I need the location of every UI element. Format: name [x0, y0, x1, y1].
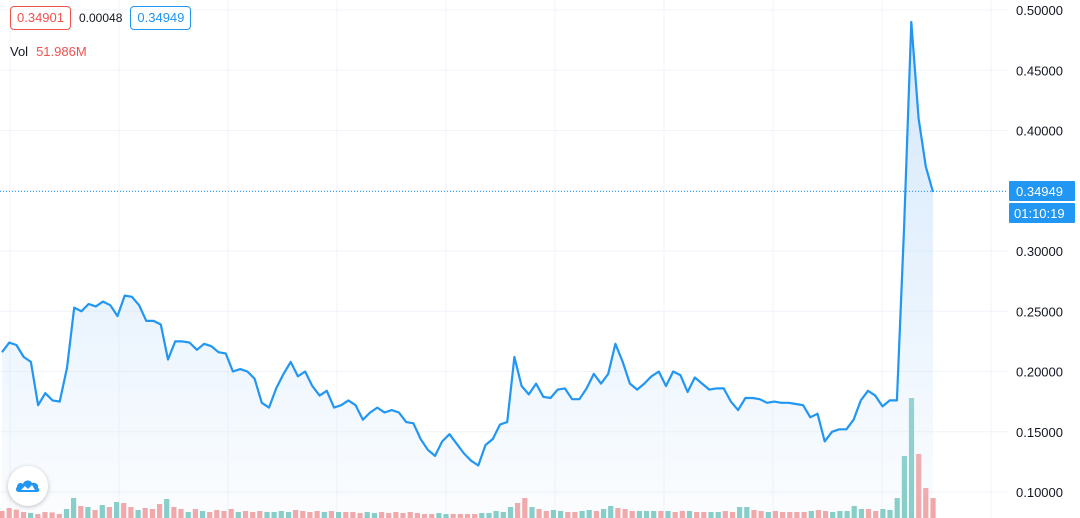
price-tag: 0.34949 01:10:19: [1009, 181, 1075, 223]
tradingview-logo-button[interactable]: [8, 466, 48, 506]
y-tick-label: 0.15000: [1016, 425, 1063, 440]
price-line: [1, 20, 935, 467]
y-tick-label: 0.10000: [1016, 485, 1063, 500]
last-price-box: 0.34949: [130, 6, 192, 30]
y-tick-label: 0.25000: [1016, 304, 1063, 319]
price-area: [2, 22, 933, 518]
y-axis: 0.500000.450000.400000.350000.300000.250…: [1016, 3, 1063, 500]
grid-lines: [0, 0, 1008, 518]
ohlc-legend: 0.34901 0.00048 0.34949: [10, 6, 192, 30]
cloud-logo-icon: [15, 480, 40, 492]
price-tag-price: 0.34949: [1016, 184, 1063, 199]
y-tick-label: 0.30000: [1016, 244, 1063, 259]
price-box: 0.34901: [10, 6, 71, 30]
y-tick-label: 0.45000: [1016, 63, 1063, 78]
volume-legend: Vol 51.986M: [10, 44, 87, 59]
volume-value: 51.986M: [36, 44, 87, 59]
volume-label: Vol: [10, 44, 29, 59]
price-tag-box: [1009, 181, 1075, 201]
y-tick-label: 0.40000: [1016, 124, 1063, 139]
countdown-box: [1009, 203, 1075, 223]
change-value: 0.00048: [79, 11, 123, 25]
countdown-text: 01:10:19: [1014, 206, 1065, 221]
y-tick-label: 0.50000: [1016, 3, 1063, 18]
y-tick-label: 0.20000: [1016, 365, 1063, 380]
